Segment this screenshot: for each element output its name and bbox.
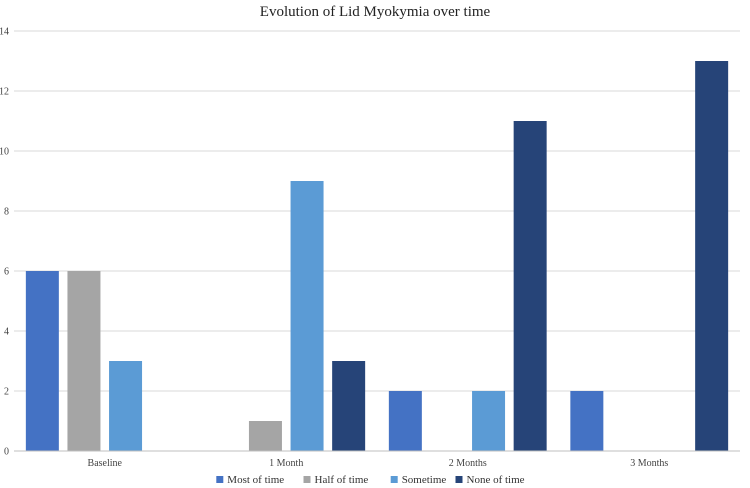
legend-swatch: [455, 476, 463, 483]
x-tick-label: 2 Months: [449, 458, 487, 469]
legend-swatch: [390, 476, 398, 483]
y-tick-label: 8: [4, 207, 9, 218]
x-tick-label: 1 Month: [269, 458, 303, 469]
bar: [25, 271, 59, 451]
y-tick-label: 6: [4, 267, 9, 278]
y-tick-label: 12: [0, 87, 9, 98]
bar: [472, 391, 506, 451]
legend-label: Half of time: [315, 474, 369, 486]
y-tick-label: 10: [0, 147, 9, 158]
y-tick-label: 0: [4, 447, 9, 458]
legend-label: Sometime: [402, 474, 447, 486]
bar: [695, 61, 729, 451]
y-tick-label: 14: [0, 27, 9, 38]
bar: [388, 391, 422, 451]
bar: [332, 361, 366, 451]
grid-lines: [14, 30, 740, 392]
legend: Most of time Half of time Sometime None of …: [216, 474, 525, 486]
legend-swatch: [303, 476, 311, 483]
bar: [570, 391, 604, 451]
bar: [67, 271, 101, 451]
x-axis: Baseline 1 Month 2 Months 3 Months: [14, 450, 740, 469]
legend-swatch: [216, 476, 224, 483]
y-tick-label: 4: [4, 327, 9, 338]
x-tick-label: Baseline: [88, 458, 123, 469]
bar: [109, 361, 143, 451]
bar: [290, 181, 324, 451]
legend-label: Most of time: [227, 474, 284, 486]
y-axis: 0 2 4 6 8 10 12 14: [0, 27, 9, 458]
bars: [25, 61, 729, 451]
x-tick-label: 3 Months: [630, 458, 668, 469]
bar: [248, 421, 282, 451]
legend-label: None of time: [467, 474, 525, 486]
y-tick-label: 2: [4, 387, 9, 398]
chart-title: Evolution of Lid Myokymia over time: [260, 4, 491, 20]
bar: [513, 121, 547, 451]
